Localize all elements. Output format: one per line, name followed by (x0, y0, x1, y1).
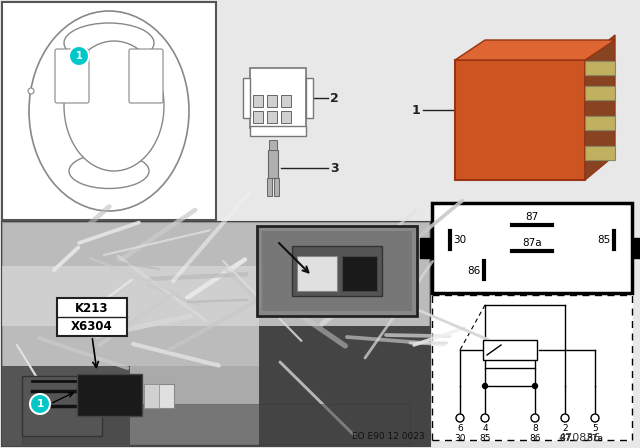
Circle shape (69, 46, 89, 66)
Bar (2, 222, 430, 446)
Polygon shape (455, 40, 615, 60)
Text: 8: 8 (532, 423, 538, 432)
Bar (262, 231, 412, 311)
Bar (2, 2, 216, 220)
Bar (274, 178, 279, 196)
Bar (455, 60, 585, 180)
Circle shape (28, 88, 34, 94)
Bar (297, 256, 337, 291)
Bar (257, 226, 417, 316)
Bar (432, 295, 632, 440)
Bar (77, 374, 142, 416)
FancyBboxPatch shape (129, 49, 163, 103)
Text: 87: 87 (559, 434, 571, 443)
Bar (253, 111, 263, 123)
Text: 85: 85 (597, 235, 611, 245)
Text: 87a: 87a (586, 434, 604, 443)
Circle shape (591, 414, 599, 422)
Bar (22, 376, 102, 436)
Text: 87: 87 (525, 212, 539, 222)
Bar (281, 95, 291, 107)
Text: 5: 5 (592, 423, 598, 432)
Text: 30: 30 (454, 434, 466, 443)
Circle shape (483, 383, 488, 388)
Bar (259, 326, 430, 446)
Bar (268, 150, 278, 178)
Text: 2: 2 (562, 423, 568, 432)
Bar (585, 146, 615, 160)
Bar (281, 111, 291, 123)
Bar (585, 86, 615, 100)
Bar (585, 116, 615, 130)
Bar (2, 222, 430, 366)
Text: 85: 85 (479, 434, 491, 443)
Bar (253, 95, 263, 107)
Text: 86: 86 (467, 266, 481, 276)
Bar (144, 384, 159, 408)
Bar (483, 340, 537, 360)
Bar (243, 78, 250, 118)
Polygon shape (420, 238, 432, 258)
Bar (144, 384, 174, 408)
Bar (57, 298, 127, 336)
Bar (292, 246, 382, 296)
Bar (585, 61, 615, 75)
Bar (485, 368, 535, 386)
Circle shape (456, 414, 464, 422)
Circle shape (532, 383, 538, 388)
Ellipse shape (29, 11, 189, 211)
Text: K213: K213 (76, 302, 109, 314)
Text: 6: 6 (457, 423, 463, 432)
Polygon shape (632, 238, 640, 258)
Circle shape (561, 414, 569, 422)
Text: 30: 30 (453, 235, 467, 245)
Bar (267, 95, 277, 107)
Text: 1: 1 (36, 399, 44, 409)
Circle shape (531, 414, 539, 422)
Bar (22, 404, 410, 444)
Text: 3: 3 (330, 161, 339, 175)
Bar (250, 126, 306, 136)
Bar (267, 178, 272, 196)
Circle shape (30, 394, 50, 414)
Text: 1: 1 (412, 103, 420, 116)
FancyBboxPatch shape (55, 49, 89, 103)
Text: X6304: X6304 (71, 320, 113, 333)
Text: EO E90 12 0023: EO E90 12 0023 (353, 431, 425, 440)
Text: 86: 86 (529, 434, 541, 443)
Polygon shape (585, 35, 615, 180)
Bar (2, 266, 259, 326)
Ellipse shape (64, 23, 154, 63)
Bar (2, 366, 131, 446)
Ellipse shape (69, 154, 149, 189)
Bar (342, 256, 377, 291)
Bar (306, 78, 313, 118)
Text: 4: 4 (482, 423, 488, 432)
Bar (269, 140, 277, 150)
Bar (267, 111, 277, 123)
Text: 470836: 470836 (559, 433, 601, 443)
Ellipse shape (64, 41, 164, 171)
Circle shape (481, 414, 489, 422)
Text: 1: 1 (76, 51, 83, 61)
Text: 87a: 87a (522, 238, 542, 248)
Text: 2: 2 (330, 91, 339, 104)
Bar (432, 203, 632, 293)
Bar (250, 68, 306, 128)
